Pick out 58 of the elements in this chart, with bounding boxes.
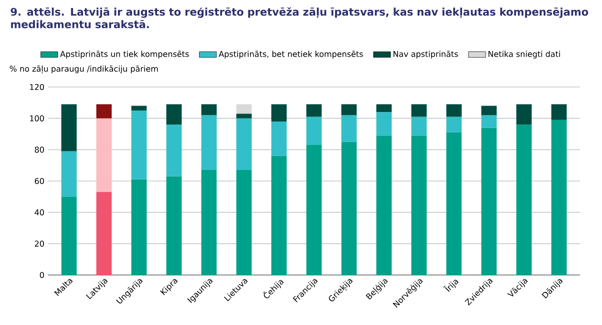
legend-label: Apstiprināts un tiek kompensēts xyxy=(60,50,189,59)
bar xyxy=(61,104,77,152)
bar xyxy=(306,144,322,275)
bar xyxy=(236,104,252,114)
bar xyxy=(166,104,182,125)
bar xyxy=(236,118,252,170)
y-tick-label: 100 xyxy=(30,115,44,122)
bar xyxy=(481,106,497,116)
chart-title: 9. attēls. Latvijā ir augsts to reģistrēto pretvēža zāļu īpatsvars, kas nav iekļautas kompensējamo medikamentu sarakstā. xyxy=(10,7,588,28)
bar xyxy=(166,124,182,176)
bar xyxy=(236,114,252,118)
bar xyxy=(96,192,112,275)
bar xyxy=(131,106,147,110)
y-tick-label: 40 xyxy=(34,209,44,216)
bar xyxy=(201,104,217,116)
legend-label: Apstiprināts, bet netiek kompensēts xyxy=(218,50,363,59)
bar xyxy=(201,170,217,275)
bar xyxy=(271,156,287,275)
bar xyxy=(271,104,287,122)
bar xyxy=(96,104,112,118)
y-tick-label: 80 xyxy=(34,146,44,153)
y-tick-label: 20 xyxy=(34,240,44,247)
bar xyxy=(446,116,462,132)
bar xyxy=(61,151,77,197)
legend-label: Netika sniegti dati xyxy=(488,50,560,59)
bar xyxy=(271,121,287,156)
y-tick-label: 0 xyxy=(40,272,44,278)
bar xyxy=(376,136,392,275)
bar xyxy=(411,116,427,136)
legend-label: Nav apstiprināts xyxy=(394,50,458,59)
bar xyxy=(376,104,392,112)
y-tick-label: 60 xyxy=(34,178,44,184)
y-tick-label: 120 xyxy=(30,84,44,90)
bar xyxy=(131,110,147,180)
bar xyxy=(411,104,427,117)
bar xyxy=(341,115,357,142)
bar xyxy=(166,176,182,275)
bar xyxy=(306,116,322,145)
bar xyxy=(341,142,357,275)
bar xyxy=(481,128,497,275)
bar xyxy=(306,104,322,117)
x-tick-label: Īrija xyxy=(443,280,459,292)
bar xyxy=(96,118,112,192)
bar xyxy=(446,104,462,117)
bar xyxy=(236,170,252,275)
bar xyxy=(551,104,567,120)
bar xyxy=(516,124,532,275)
bar xyxy=(131,179,147,275)
bar xyxy=(446,132,462,275)
bar xyxy=(201,115,217,170)
bar xyxy=(376,112,392,136)
bar xyxy=(516,104,532,125)
y-axis-title: % no zāļu paraugu /indikāciju pāriem xyxy=(10,66,158,74)
bar xyxy=(411,136,427,275)
bar xyxy=(481,115,497,128)
bar xyxy=(341,104,357,116)
bar xyxy=(61,196,77,275)
bar xyxy=(551,120,567,275)
